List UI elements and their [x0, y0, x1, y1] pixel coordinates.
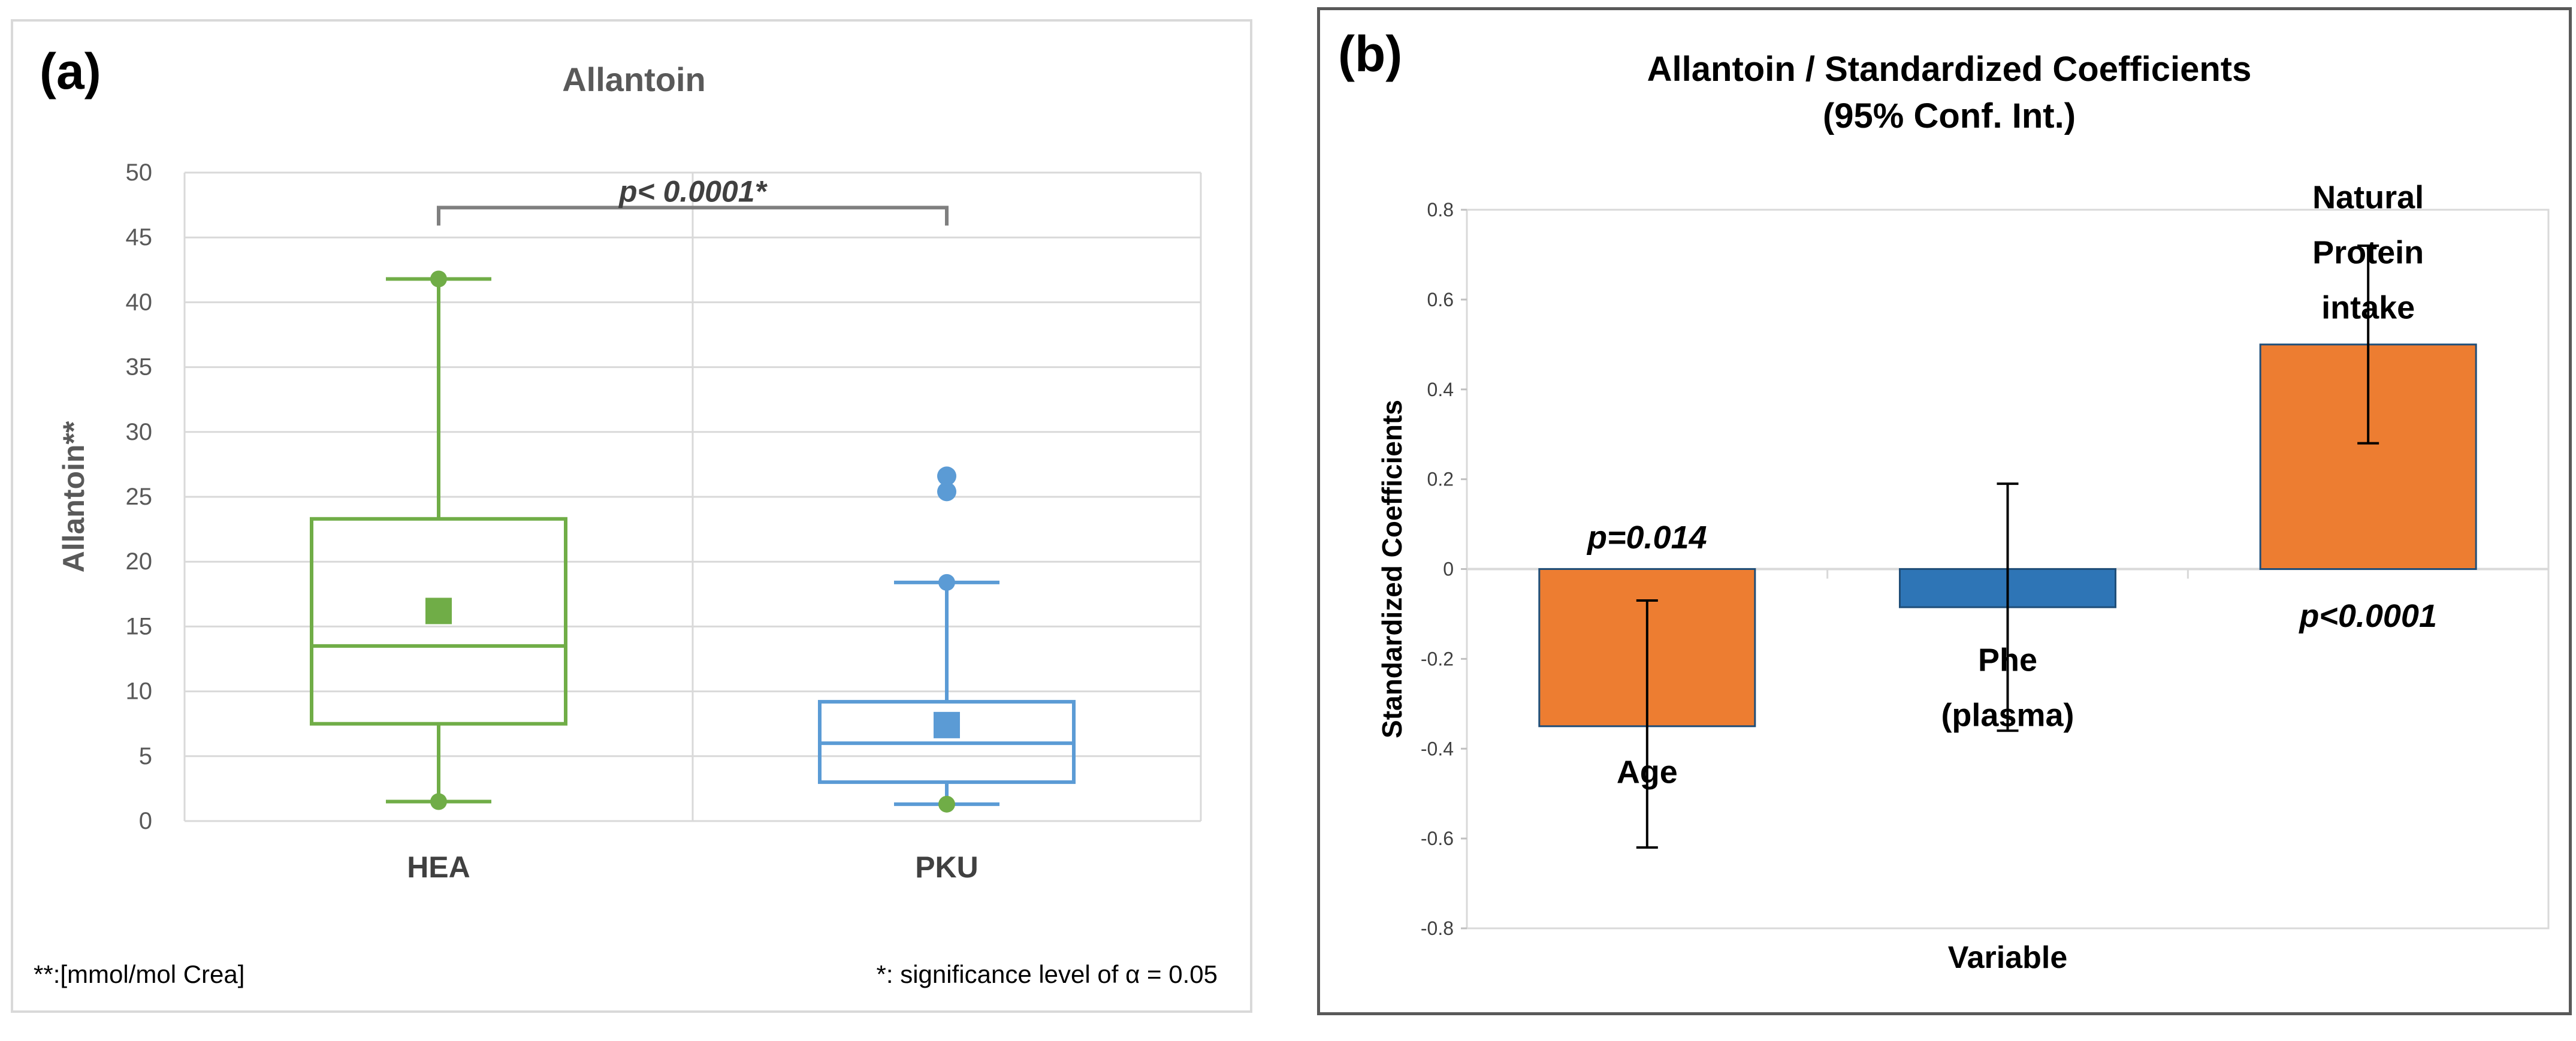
variable-label: Protein: [2312, 235, 2424, 271]
panel-a-chart: 0 5 10 15 20 25 30 35 40 45 50 HEA PKU (a) Allantoin Al…: [11, 19, 1252, 1013]
min-marker: [938, 795, 955, 813]
y-tick-label: 5: [139, 743, 152, 770]
mean-marker: [934, 711, 960, 738]
y-tick-label: 45: [126, 224, 153, 251]
y-tick-label: -0.2: [1421, 648, 1454, 669]
y-tick-label: 10: [126, 678, 153, 705]
y-tick-label: 50: [126, 159, 153, 186]
variable-label: (plasma): [1941, 697, 2074, 733]
outlier-point: [937, 482, 956, 502]
y-tick-label: 20: [126, 548, 153, 575]
outlier-point: [937, 466, 956, 486]
max-marker: [938, 574, 955, 591]
y-tick-label: -0.4: [1421, 738, 1454, 759]
chart-subtitle: (95% Conf. Int.): [1823, 96, 2076, 135]
y-tick-label: 30: [126, 419, 153, 445]
panel-b-chart: -0.8 -0.6 -0.4 -0.2 0 0.2 0.4 0.6 0.8 (b) Allantoi…: [1317, 7, 2572, 1015]
panel-label: (b): [1338, 26, 1402, 82]
variable-label: Phe: [1978, 642, 2037, 678]
x-axis-label: Variable: [1948, 940, 2067, 975]
x-tick-label: PKU: [915, 850, 979, 884]
y-tick-label: 40: [126, 289, 153, 315]
chart-title: Allantoin / Standardized Coefficients: [1647, 50, 2252, 89]
footnote-significance: *: significance level of α = 0.05: [877, 960, 1218, 988]
y-tick-label: 35: [126, 354, 153, 381]
y-tick-label: 25: [126, 484, 153, 510]
mean-marker: [425, 598, 452, 624]
variable-label: Natural: [2312, 180, 2424, 216]
y-tick-label: 0: [1443, 559, 1454, 580]
y-tick-label: -0.6: [1421, 828, 1454, 849]
variable-label: intake: [2321, 290, 2415, 326]
panel-a-svg: 0 5 10 15 20 25 30 35 40 45 50 HEA PKU (a) Allantoin Al…: [34, 43, 1218, 988]
chart-title: Allantoin: [562, 61, 706, 98]
panel-b-svg: -0.8 -0.6 -0.4 -0.2 0 0.2 0.4 0.6 0.8 (b) Allantoi…: [1338, 26, 2550, 975]
p-value-label: p<0.0001: [2298, 598, 2437, 634]
y-tick-label: 0.4: [1427, 379, 1454, 400]
max-marker: [430, 270, 447, 288]
box-iqr: [310, 517, 567, 726]
min-marker: [430, 793, 447, 810]
significance-bracket: [437, 206, 949, 226]
x-tick-label: HEA: [407, 850, 470, 884]
y-tick-label: 0: [139, 808, 152, 834]
variable-label: Age: [1617, 755, 1678, 790]
y-tick-label: -0.8: [1421, 918, 1454, 939]
footnote-units: **:[mmol/mol Crea]: [34, 960, 244, 988]
y-tick-label: 15: [126, 613, 153, 639]
y-tick-label: 0.2: [1427, 469, 1454, 490]
p-value-label: p=0.014: [1586, 520, 1707, 556]
panel-label: (a): [40, 43, 101, 99]
significance-label: p< 0.0001*: [618, 174, 768, 208]
y-axis-label: Standardized Coefficients: [1376, 400, 1408, 738]
y-tick-label: 0.8: [1427, 199, 1454, 221]
y-axis-label: Allantoin**: [57, 421, 90, 572]
y-tick-label: 0.6: [1427, 289, 1454, 310]
